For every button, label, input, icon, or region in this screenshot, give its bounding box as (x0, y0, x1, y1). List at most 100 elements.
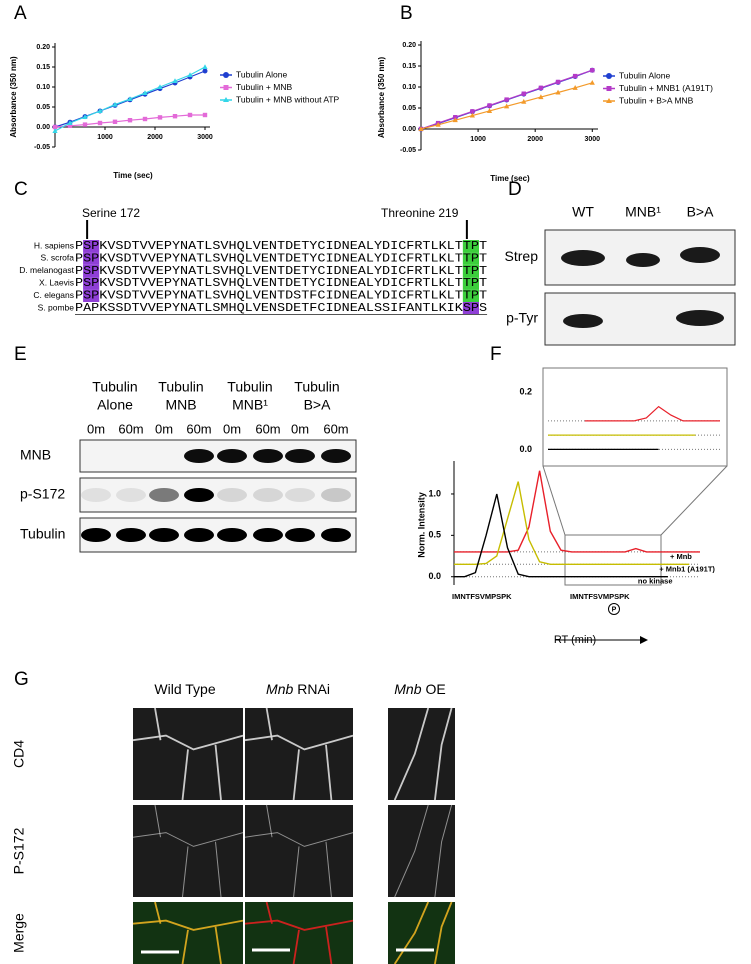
marker (486, 108, 493, 113)
panel-letter: D (508, 179, 522, 200)
blot-band (184, 488, 214, 502)
legend-label: Tubulin + MNB1 (A191T) (619, 83, 713, 93)
marker (590, 68, 595, 73)
marker (52, 128, 58, 133)
blot-band (116, 488, 146, 502)
marker (555, 79, 561, 85)
marker (202, 112, 208, 118)
header-italic: Mnb (266, 681, 293, 697)
neurite (214, 744, 222, 801)
highlight (462, 264, 479, 278)
neurite (325, 841, 332, 898)
series-line (454, 493, 668, 578)
y-axis-label: Absorbance (350 nm) (9, 56, 18, 138)
marker (52, 124, 58, 130)
time-label: 0m (223, 421, 241, 436)
x-tick-label: 3000 (197, 134, 213, 141)
panel-letter: E (14, 344, 27, 365)
y-tick-label: 0.20 (36, 44, 50, 51)
y-tick-label: 0.05 (402, 105, 416, 112)
legend-marker (606, 98, 612, 103)
neurite (434, 707, 453, 801)
x-axis-label: RT (min) (554, 634, 596, 646)
legend-marker (606, 86, 612, 91)
neurite (181, 929, 189, 964)
time-label: 60m (186, 421, 211, 436)
species-name: S. scrofa (40, 253, 74, 263)
group-label: Tubulin (227, 379, 272, 395)
species-name: D. melanogast (19, 265, 74, 275)
marker (504, 97, 509, 102)
blot-frame (79, 477, 357, 513)
blot-band (81, 528, 111, 542)
y-tick-label: 0.05 (36, 104, 50, 111)
marker (97, 108, 103, 113)
y-tick-label: 1.0 (428, 488, 441, 498)
site-label: Serine 172 (82, 206, 140, 220)
marker (142, 90, 148, 95)
neurite (244, 832, 354, 847)
time-label: 60m (323, 421, 348, 436)
marker (589, 80, 595, 85)
x-axis-label: Time (sec) (490, 174, 530, 183)
group-label: Alone (97, 397, 133, 413)
peptide-label: IMNTFSVMPSPK (452, 592, 512, 601)
marker (202, 64, 208, 69)
sequence: PSPKVSDTVVEPYNATLSVHQLVENTDETYCIDNEALYDI… (75, 277, 487, 290)
legend-marker (223, 72, 229, 78)
marker (172, 114, 178, 119)
marker (470, 109, 475, 114)
marker (469, 112, 475, 118)
highlight (83, 277, 100, 290)
row-label: Strep (505, 248, 539, 264)
legend-label: Tubulin Alone (619, 70, 670, 80)
blot-band (321, 488, 351, 502)
blot-band (149, 528, 179, 542)
phospho-circle (608, 603, 620, 615)
column-header: Mnb OE (394, 681, 445, 697)
neurite (292, 929, 300, 964)
series-label: + Mnb (670, 552, 692, 561)
marker (82, 122, 88, 127)
lane-label: WT (572, 204, 594, 220)
panel-letter: A (14, 3, 27, 24)
blot-band (217, 488, 247, 502)
neurite (214, 926, 222, 964)
neurite (325, 744, 333, 801)
x-axis-label: Time (sec) (113, 171, 153, 180)
blot-band (285, 528, 315, 542)
y-tick-label: 0.15 (36, 64, 50, 71)
group-label: MNB¹ (232, 397, 268, 413)
highlight (83, 240, 100, 253)
highlight (83, 252, 100, 265)
blot-band (285, 449, 315, 463)
marker (452, 117, 458, 123)
y-tick-label: -0.05 (34, 144, 50, 151)
zoom-connector (542, 465, 566, 536)
neurite (154, 804, 161, 838)
blot-band (253, 528, 283, 542)
row-label: p-Tyr (506, 310, 538, 326)
marker (453, 115, 458, 120)
series-line (454, 470, 700, 553)
x-tick-label: 2000 (147, 134, 163, 141)
neurite (393, 901, 430, 964)
neurite (292, 749, 300, 801)
marker (67, 123, 73, 128)
marker (97, 120, 103, 126)
row-label: CD4 (11, 740, 27, 768)
group-label: B>A (304, 397, 332, 413)
blot-band (184, 528, 214, 542)
neurite (265, 707, 273, 741)
group-label: Tubulin (158, 379, 203, 395)
neurite (215, 841, 222, 898)
marker (112, 119, 118, 124)
blot-band (217, 528, 247, 542)
group-label: MNB (165, 397, 196, 413)
highlight (83, 289, 100, 302)
y-tick-label: 0.0 (428, 571, 441, 581)
legend-marker (223, 97, 229, 102)
neurite (266, 804, 273, 838)
y-tick-label: 0.5 (428, 530, 441, 540)
row-label: P-S172 (11, 827, 27, 874)
